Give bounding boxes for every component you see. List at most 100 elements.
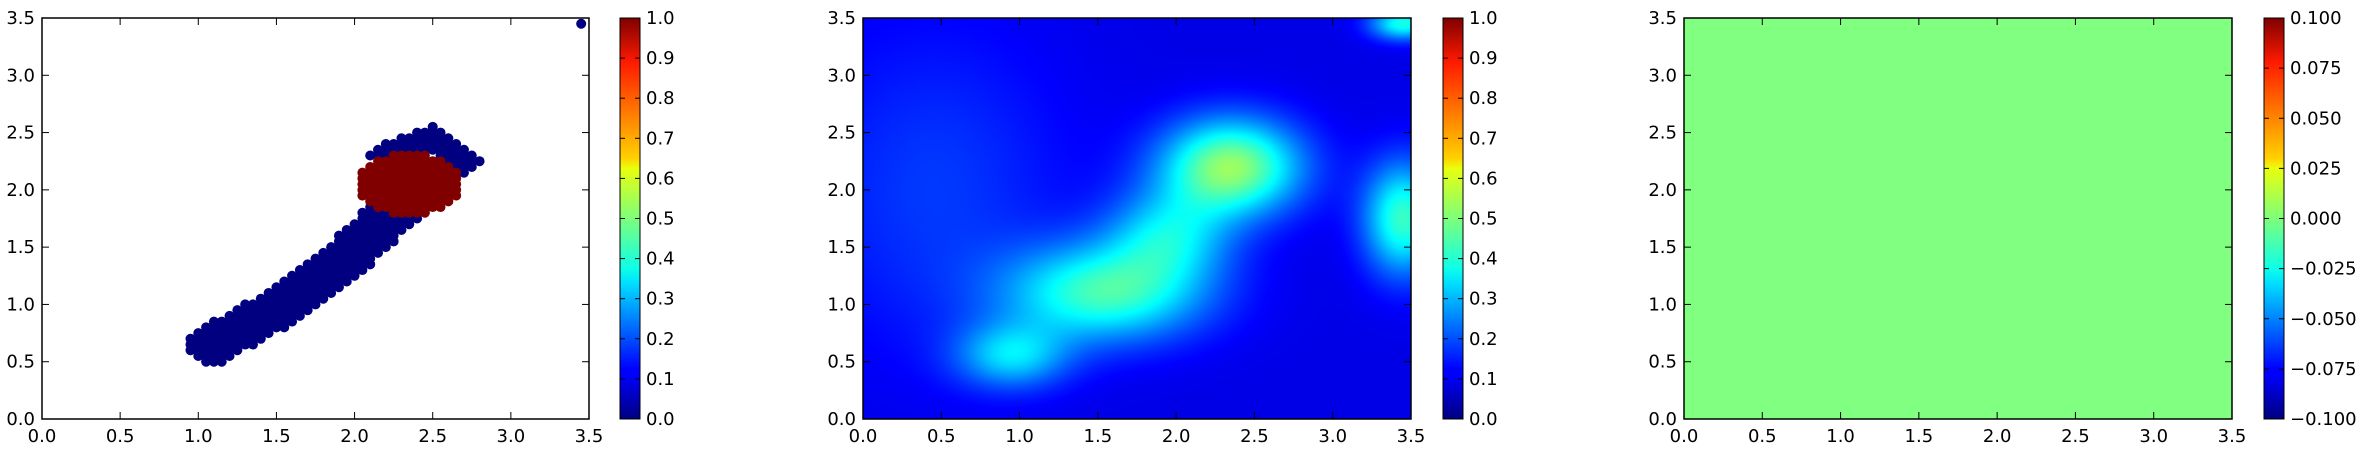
- scatter-point: [279, 276, 290, 287]
- y-tick-label: 3.0: [6, 65, 35, 86]
- colorbar-tick-label: 0.8: [646, 88, 675, 109]
- scatter-point: [201, 322, 212, 333]
- scatter-point: [232, 305, 243, 316]
- x-tick-label: 1.5: [1905, 426, 1934, 447]
- x-tick-label: 2.5: [1240, 426, 1269, 447]
- scatter-point: [380, 156, 391, 167]
- colorbar-tick-label: 0.9: [646, 48, 675, 69]
- y-tick-label: 0.0: [1648, 409, 1677, 430]
- x-tick-label: 0.5: [106, 426, 135, 447]
- scatter-point: [271, 282, 282, 293]
- y-tick-label: 0.5: [827, 352, 856, 373]
- scatter-point: [396, 133, 407, 144]
- scatter-point: [474, 156, 485, 167]
- scatter-point: [247, 299, 258, 310]
- x-tick-label: 1.5: [262, 426, 291, 447]
- colorbar-tick-label: 0.4: [646, 249, 675, 270]
- scatter-point: [193, 328, 204, 339]
- scatter-point: [412, 150, 423, 161]
- heatmap-axes: 0.0 0.5 1.0 1.5 2.0 2.5 3.0 3.5 0.0 0.5 1.0 1.5 2.0 2…: [827, 8, 1425, 447]
- colorbar-tick-label: 1.0: [1469, 8, 1498, 29]
- y-tick-label: 3.5: [827, 8, 856, 29]
- scatter-point: [216, 316, 227, 327]
- colorbar-tick-label: −0.050: [2290, 309, 2357, 330]
- probability-heatmap-panel: 0.0 0.5 1.0 1.5 2.0 2.5 3.0 3.5 0.0 0.5 1.0 1.5 2.0 2…: [827, 8, 1497, 447]
- y-tick-label: 3.0: [1648, 65, 1677, 86]
- scatter-point: [396, 150, 407, 161]
- scatter-point: [287, 270, 298, 281]
- y-tick-label: 2.5: [827, 123, 856, 144]
- colorbar-tick-label: 0.025: [2290, 158, 2342, 179]
- y-tick-label: 2.0: [827, 180, 856, 201]
- y-tick-label: 1.5: [1648, 237, 1677, 258]
- colorbar-tick-label: 0.5: [646, 209, 675, 230]
- scatter-plot-area: [42, 18, 589, 419]
- x-tick-label: 0.0: [28, 426, 57, 447]
- colorbar-tick-label: 0.5: [1469, 209, 1498, 230]
- y-tick-label: 1.5: [6, 237, 35, 258]
- y-tick-label: 0.0: [827, 409, 856, 430]
- scatter-point: [427, 121, 438, 132]
- uniform-heatmap-frame: [1683, 17, 2233, 420]
- colorbar-tick-label: 0.6: [1469, 168, 1498, 189]
- uniform-heatmap-colorbar: −0.100 −0.075 −0.050 −0.025 0.000 0.025 0.050 0…: [2263, 8, 2357, 430]
- colorbar-tick-label: 0.7: [646, 128, 675, 149]
- colorbar-tick-label: 1.0: [646, 8, 675, 29]
- scatter-point: [357, 207, 368, 218]
- x-tick-label: 2.5: [418, 426, 447, 447]
- scatter-point: [419, 150, 430, 161]
- y-tick-label: 1.0: [827, 294, 856, 315]
- x-tick-label: 3.0: [2139, 426, 2168, 447]
- scatter-point: [443, 133, 454, 144]
- colorbar-tick-label: 0.0: [1469, 409, 1498, 430]
- y-tick-label: 2.5: [1648, 123, 1677, 144]
- scatter-point: [412, 127, 423, 138]
- scatter-point: [404, 150, 415, 161]
- scatter-point: [365, 161, 376, 172]
- colorbar-tick-label: 0.1: [646, 369, 675, 390]
- scatter-point: [451, 167, 462, 178]
- x-tick-label: 2.5: [2061, 426, 2090, 447]
- y-tick-label: 2.0: [6, 180, 35, 201]
- colorbar-tick-label: 0.075: [2290, 58, 2342, 79]
- colorbar-tick-label: −0.025: [2290, 259, 2357, 280]
- scatter-point: [255, 293, 266, 304]
- x-tick-label: 3.5: [2218, 426, 2247, 447]
- scatter-point: [294, 265, 305, 276]
- y-tick-label: 1.0: [6, 294, 35, 315]
- scatter-point: [466, 150, 477, 161]
- scatter-point-isolated: [576, 18, 587, 29]
- x-tick-label: 0.5: [927, 426, 956, 447]
- scatter-point: [208, 316, 219, 327]
- scatter-point: [263, 287, 274, 298]
- scatter-frame: [41, 17, 590, 420]
- x-tick-label: 1.0: [184, 426, 213, 447]
- colorbar-tick-label: 0.2: [646, 329, 675, 350]
- colorbar-tick-label: 0.000: [2290, 209, 2342, 230]
- scatter-point: [326, 242, 337, 253]
- y-tick-label: 3.5: [1648, 8, 1677, 29]
- y-tick-label: 0.5: [6, 352, 35, 373]
- uniform-heatmap-axes: 0.0 0.5 1.0 1.5 2.0 2.5 3.0 3.5 0.0 0.5 1.0 1.5 2.0 2…: [1648, 8, 2246, 447]
- scatter-point: [240, 299, 251, 310]
- scatter-point: [388, 150, 399, 161]
- scatter-point: [310, 253, 321, 264]
- x-tick-label: 1.5: [1084, 426, 1113, 447]
- scatter-point: [302, 259, 313, 270]
- scatter-point: [318, 247, 329, 258]
- heatmap-colorbar: 0.0 0.1 0.2 0.3 0.4 0.5 0.6 0.7 0.8 0.9 1.0: [1442, 8, 1498, 430]
- scatter-point: [435, 156, 446, 167]
- x-tick-label: 1.0: [1826, 426, 1855, 447]
- scatter-point: [357, 167, 368, 178]
- scatter-point: [341, 224, 352, 235]
- scatter-point: [458, 144, 469, 155]
- colorbar-tick-label: 0.050: [2290, 108, 2342, 129]
- y-tick-label: 2.5: [6, 123, 35, 144]
- colorbar-tick-label: 0.6: [646, 168, 675, 189]
- colorbar-tick-label: 0.2: [1469, 329, 1498, 350]
- y-tick-label: 2.0: [1648, 180, 1677, 201]
- x-tick-label: 3.5: [1397, 426, 1426, 447]
- y-tick-label: 1.5: [827, 237, 856, 258]
- colorbar-tick-label: 0.7: [1469, 128, 1498, 149]
